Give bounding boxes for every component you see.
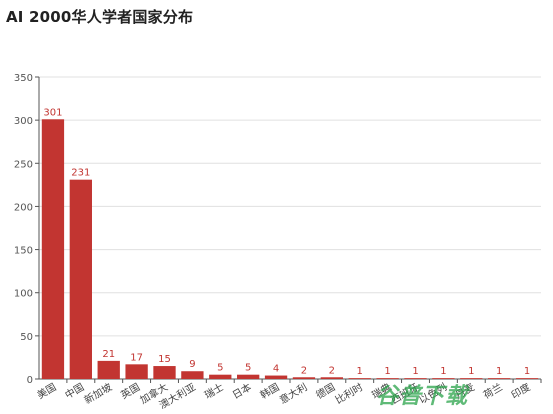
data-label: 17	[130, 352, 143, 363]
data-label: 1	[524, 366, 530, 377]
x-tick-label: 比利时	[333, 381, 365, 406]
data-label: 21	[102, 349, 115, 360]
data-label: 5	[245, 363, 251, 374]
bar	[153, 366, 176, 379]
data-label: 1	[496, 366, 502, 377]
watermark-logo: 谷普下载	[376, 384, 469, 409]
x-tick-label: 新加坡	[82, 380, 114, 406]
bar	[97, 360, 120, 379]
bar	[404, 378, 427, 379]
bar	[209, 374, 232, 379]
bar	[515, 378, 539, 379]
x-tick-label: 意大利	[277, 380, 309, 406]
data-label: 15	[158, 354, 171, 365]
data-label: 1	[440, 366, 446, 377]
bar	[376, 378, 399, 379]
y-tick-label: 100	[14, 289, 33, 300]
bar	[264, 375, 288, 379]
data-label: 1	[412, 366, 418, 377]
data-label: 1	[468, 366, 474, 377]
x-tick-label: 日本	[230, 380, 254, 401]
x-tick-label: 瑞士	[202, 380, 226, 401]
data-label: 4	[273, 364, 279, 375]
data-label: 2	[301, 365, 307, 376]
bar	[432, 378, 455, 379]
bar	[41, 119, 65, 379]
x-tick-label: 荷兰	[481, 380, 505, 401]
data-label: 9	[189, 359, 195, 370]
data-label: 1	[384, 366, 390, 377]
y-tick-label: 200	[14, 202, 33, 213]
x-tick-label: 美国	[35, 380, 59, 401]
data-label: 231	[71, 168, 90, 179]
bar	[460, 378, 483, 379]
bar	[292, 377, 316, 379]
bar	[181, 371, 204, 379]
bar	[125, 364, 148, 379]
bar	[320, 377, 343, 379]
y-tick-label: 300	[14, 116, 33, 127]
y-tick-label: 150	[14, 246, 33, 257]
data-label: 1	[357, 366, 363, 377]
bar	[237, 374, 260, 379]
bar	[69, 179, 92, 379]
y-tick-label: 0	[27, 375, 33, 386]
bar	[488, 378, 511, 379]
x-tick-label: 印度	[509, 380, 533, 401]
data-label: 301	[43, 107, 62, 118]
y-tick-label: 250	[14, 159, 33, 170]
bar	[348, 378, 371, 379]
data-label: 5	[217, 363, 223, 374]
data-label: 2	[329, 365, 335, 376]
y-tick-label: 50	[20, 332, 33, 343]
chart-title: AI 2000华人学者国家分布	[6, 8, 194, 26]
y-tick-label: 350	[14, 73, 33, 84]
